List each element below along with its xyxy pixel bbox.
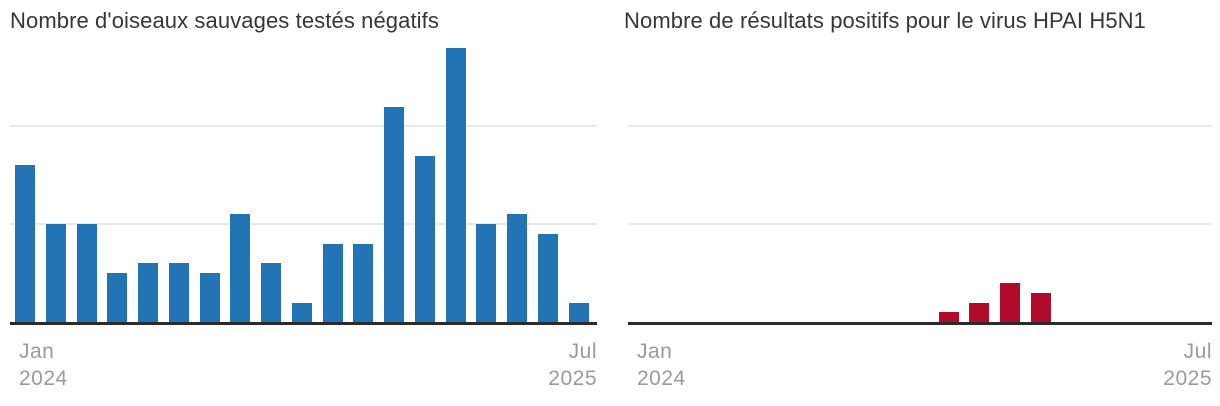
x-axis-label-start-month: Jan xyxy=(637,340,673,363)
x-axis-label-end-year: 2025 xyxy=(548,367,597,390)
x-axis-label-end: Jul 2025 xyxy=(548,338,597,392)
chart-title-negative-tests: Nombre d'oiseaux sauvages testés négatif… xyxy=(10,8,439,33)
chart-panel-negative-tests: Nombre d'oiseaux sauvages testés négatif… xyxy=(0,0,600,406)
bar-oct-2024 xyxy=(291,302,312,322)
x-axis-label-end-month: Jul xyxy=(568,340,597,363)
x-axis-label-end-year: 2025 xyxy=(1163,367,1212,390)
bar-jan-2024 xyxy=(15,165,35,322)
x-axis-label-start: Jan 2024 xyxy=(628,338,686,392)
bar-feb-2025 xyxy=(1030,292,1051,322)
x-axis-label-start: Jan 2024 xyxy=(10,338,68,392)
x-axis-label-start-year: 2024 xyxy=(19,367,68,390)
x-axis-labels-negative-tests: Jan 2024 Jul 2025 xyxy=(10,338,597,392)
bar-jul-2025 xyxy=(568,302,589,322)
bar-feb-2024 xyxy=(45,224,66,322)
bar-nov-2024 xyxy=(322,243,343,322)
bars-container xyxy=(628,34,1212,322)
x-axis-label-end-month: Jul xyxy=(1183,340,1212,363)
bar-dec-2024 xyxy=(969,302,990,322)
x-axis-label-start-month: Jan xyxy=(19,340,55,363)
x-axis-labels-positive-results: Jan 2024 Jul 2025 xyxy=(628,338,1212,392)
bar-jul-2024 xyxy=(199,273,220,322)
gridline xyxy=(628,125,1212,127)
gridline xyxy=(10,223,597,225)
bar-nov-2024 xyxy=(938,312,959,322)
bar-jan-2025 xyxy=(1000,283,1021,322)
plot-area-positive-results xyxy=(628,34,1212,325)
plot-area-negative-tests xyxy=(10,34,597,325)
bar-feb-2025 xyxy=(414,155,435,322)
bar-sep-2024 xyxy=(261,263,282,322)
bar-apr-2024 xyxy=(107,273,128,322)
chart-inner-negative-tests: Jan 2024 Jul 2025 xyxy=(10,34,597,392)
chart-title-positive-results: Nombre de résultats positifs pour le vir… xyxy=(624,8,1146,33)
bar-may-2025 xyxy=(507,214,528,322)
bar-mar-2024 xyxy=(76,224,97,322)
x-axis-label-end: Jul 2025 xyxy=(1163,338,1212,392)
bar-jun-2024 xyxy=(168,263,189,322)
bar-mar-2025 xyxy=(445,47,466,322)
bar-may-2024 xyxy=(138,263,159,322)
bar-aug-2024 xyxy=(230,214,251,322)
bars-container xyxy=(10,34,597,322)
bar-jan-2025 xyxy=(384,106,405,322)
bar-jun-2025 xyxy=(538,234,559,322)
chart-inner-positive-results: Jan 2024 Jul 2025 xyxy=(628,34,1212,392)
bar-apr-2025 xyxy=(476,224,497,322)
gridline xyxy=(10,125,597,127)
bar-dec-2024 xyxy=(353,243,374,322)
x-axis-label-start-year: 2024 xyxy=(637,367,686,390)
gridline xyxy=(628,223,1212,225)
chart-panel-positive-results: Nombre de résultats positifs pour le vir… xyxy=(622,0,1220,406)
